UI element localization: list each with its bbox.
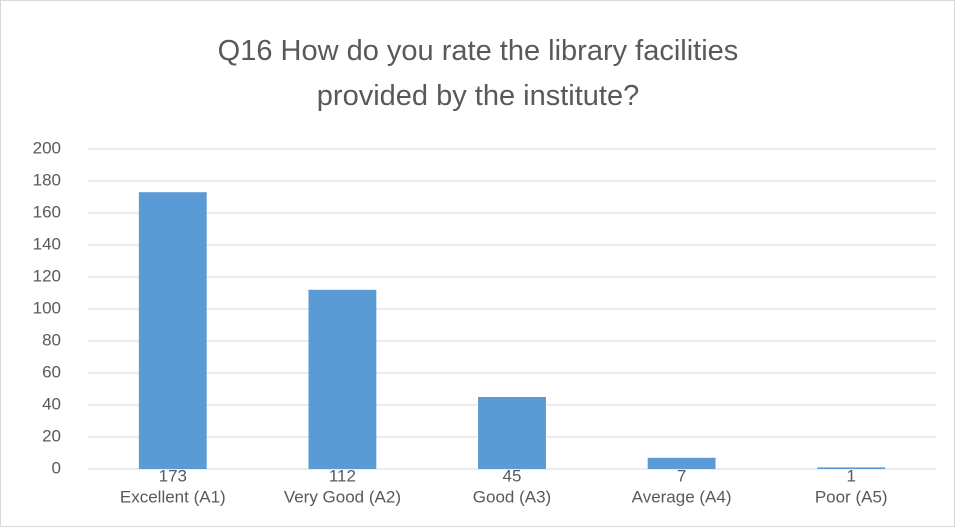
- y-tick-label: 60: [42, 362, 61, 381]
- bar: [478, 397, 546, 469]
- y-tick-label: 80: [42, 330, 61, 349]
- bar: [138, 192, 207, 469]
- data-label: 45: [503, 466, 522, 485]
- y-tick-label: 120: [33, 266, 61, 285]
- y-tick-label: 40: [42, 394, 61, 413]
- y-tick-label: 140: [33, 234, 61, 253]
- y-tick-label: 200: [33, 138, 61, 157]
- chart-title: Q16 How do you rate the library faciliti…: [217, 35, 739, 112]
- x-tick-label: Excellent (A1): [120, 487, 226, 506]
- y-tick-label: 20: [42, 426, 61, 445]
- x-tick-label: Very Good (A2): [284, 487, 401, 506]
- data-label: 7: [677, 466, 686, 485]
- data-label: 173: [159, 466, 187, 485]
- data-label: 1: [846, 466, 855, 485]
- bar: [647, 457, 716, 469]
- y-tick-label: 100: [33, 298, 61, 317]
- data-label: 112: [329, 466, 356, 485]
- y-tick-label: 180: [33, 170, 61, 189]
- y-tick-label: 0: [52, 458, 61, 477]
- y-tick-label: 160: [33, 202, 61, 221]
- x-tick-label: Poor (A5): [815, 487, 888, 506]
- bar: [817, 467, 886, 469]
- x-tick-label: Good (A3): [473, 487, 551, 506]
- x-tick-label: Average (A4): [632, 487, 732, 506]
- bar: [308, 289, 377, 469]
